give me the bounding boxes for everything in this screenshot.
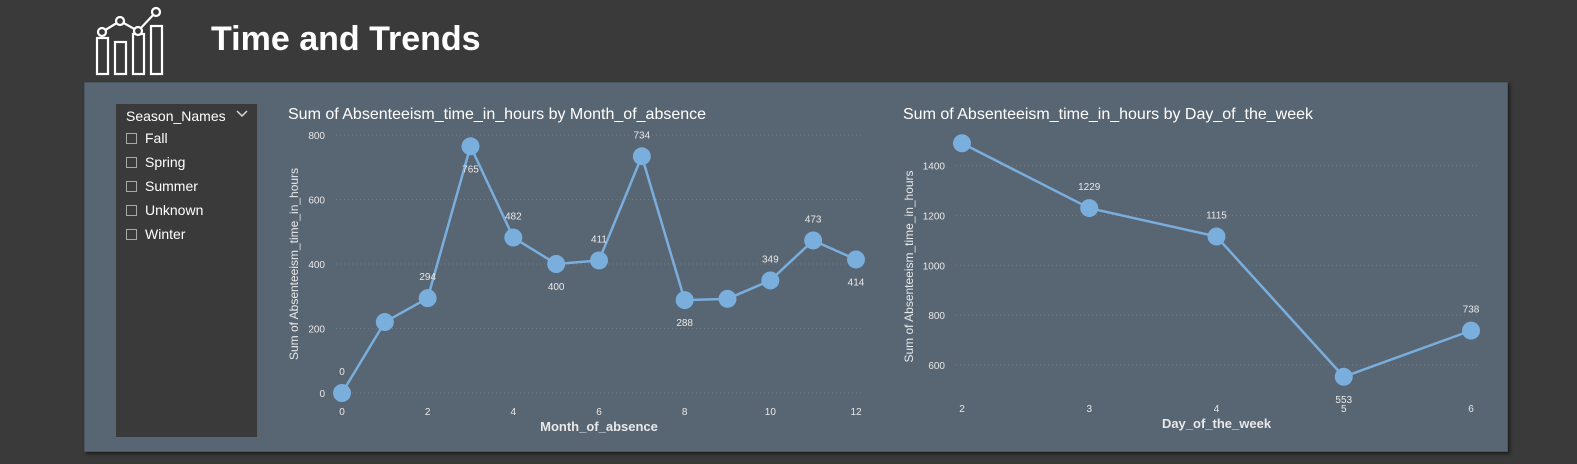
data-label: 738 <box>1463 305 1480 316</box>
chart-title: Sum of Absenteeism_time_in_hours by Mont… <box>288 106 706 123</box>
checkbox[interactable] <box>126 228 137 240</box>
y-tick-label: 200 <box>308 325 325 336</box>
data-label: 349 <box>762 254 779 265</box>
data-point <box>1462 321 1480 340</box>
data-label: 765 <box>462 164 479 175</box>
data-point <box>1334 367 1353 386</box>
data-point <box>953 134 971 153</box>
x-tick-label: 5 <box>1341 404 1347 415</box>
x-axis-title: Day_of_the_week <box>1162 416 1272 431</box>
line-chart-icon <box>95 6 164 76</box>
y-tick-label: 1400 <box>923 161 946 172</box>
data-point <box>1080 199 1099 218</box>
x-tick-label: 6 <box>596 407 602 418</box>
data-label: 414 <box>848 277 865 288</box>
slicer-item-label: Summer <box>145 178 198 194</box>
slicer-item-label: Fall <box>145 130 168 146</box>
y-tick-label: 400 <box>308 260 325 271</box>
data-point <box>504 228 523 247</box>
logo-icon <box>94 6 168 78</box>
chevron-down-icon[interactable] <box>236 109 248 119</box>
slicer-item-spring[interactable]: Spring <box>126 153 185 171</box>
data-point <box>804 231 823 250</box>
slicer-item-label: Winter <box>145 226 186 242</box>
y-tick-label: 800 <box>308 131 325 142</box>
data-label: 1229 <box>1078 182 1101 193</box>
slicer-item-winter[interactable]: Winter <box>126 225 185 243</box>
y-tick-label: 1200 <box>923 211 946 222</box>
chart-title: Sum of Absenteeism_time_in_hours by Day_… <box>903 106 1314 123</box>
month-chart[interactable]: Sum of Absenteeism_time_in_hours by Mont… <box>280 100 880 440</box>
checkbox[interactable] <box>126 156 137 168</box>
data-point <box>761 271 780 290</box>
y-axis-title: Sum of Absenteeism_time_in_hours <box>287 168 301 360</box>
data-point <box>461 137 480 156</box>
slicer-item-summer[interactable]: Summer <box>126 177 198 195</box>
data-label: 1115 <box>1206 211 1227 222</box>
data-point <box>1207 227 1226 246</box>
y-tick-label: 600 <box>308 196 325 207</box>
y-tick-label: 600 <box>928 361 945 372</box>
x-tick-label: 4 <box>511 407 517 418</box>
data-point <box>547 255 566 273</box>
data-point <box>375 313 394 332</box>
data-label: 0 <box>339 367 345 378</box>
data-label: 734 <box>633 130 650 141</box>
data-point <box>675 291 694 310</box>
x-tick-label: 2 <box>425 407 431 418</box>
slicer-item-label: Unknown <box>145 202 204 218</box>
checkbox[interactable] <box>126 132 137 144</box>
x-tick-label: 4 <box>1214 404 1220 415</box>
data-label: 553 <box>1335 395 1352 406</box>
page-title: Time and Trends <box>211 20 481 58</box>
data-label: 400 <box>548 282 565 293</box>
checkbox[interactable] <box>126 180 137 192</box>
data-point <box>418 289 437 308</box>
slicer-title: Season_Names <box>126 108 226 124</box>
report-panel: Season_Names Fall Spring Summer Unknown … <box>84 82 1508 452</box>
season-slicer[interactable]: Season_Names Fall Spring Summer Unknown … <box>116 104 257 437</box>
x-tick-label: 3 <box>1086 404 1092 415</box>
data-label: 473 <box>805 214 822 225</box>
y-tick-label: 0 <box>319 389 325 400</box>
data-label: 288 <box>676 318 693 329</box>
data-point <box>590 251 608 270</box>
x-tick-label: 8 <box>682 407 688 418</box>
y-tick-label: 1000 <box>923 261 946 272</box>
checkbox[interactable] <box>126 204 137 216</box>
data-label: 482 <box>505 212 522 223</box>
x-tick-label: 10 <box>765 407 777 418</box>
slicer-item-label: Spring <box>145 154 186 170</box>
data-label: 294 <box>419 272 436 283</box>
y-axis-title: Sum of Absenteeism_time_in_hours <box>902 170 916 362</box>
x-tick-label: 6 <box>1468 404 1474 415</box>
data-point <box>718 289 737 308</box>
slicer-item-fall[interactable]: Fall <box>126 129 168 147</box>
data-point <box>632 147 651 166</box>
series-line <box>961 142 1472 379</box>
x-tick-label: 2 <box>959 404 965 415</box>
x-axis-title: Month_of_absence <box>540 419 658 434</box>
x-tick-label: 12 <box>850 407 862 418</box>
series-line <box>340 142 857 394</box>
data-point <box>847 250 865 269</box>
slicer-item-unknown[interactable]: Unknown <box>126 201 203 219</box>
weekday-chart[interactable]: Sum of Absenteeism_time_in_hours by Day_… <box>895 100 1495 440</box>
data-point <box>333 384 351 402</box>
x-tick-label: 0 <box>339 407 345 418</box>
data-label: 411 <box>591 234 607 245</box>
y-tick-label: 800 <box>928 311 945 322</box>
